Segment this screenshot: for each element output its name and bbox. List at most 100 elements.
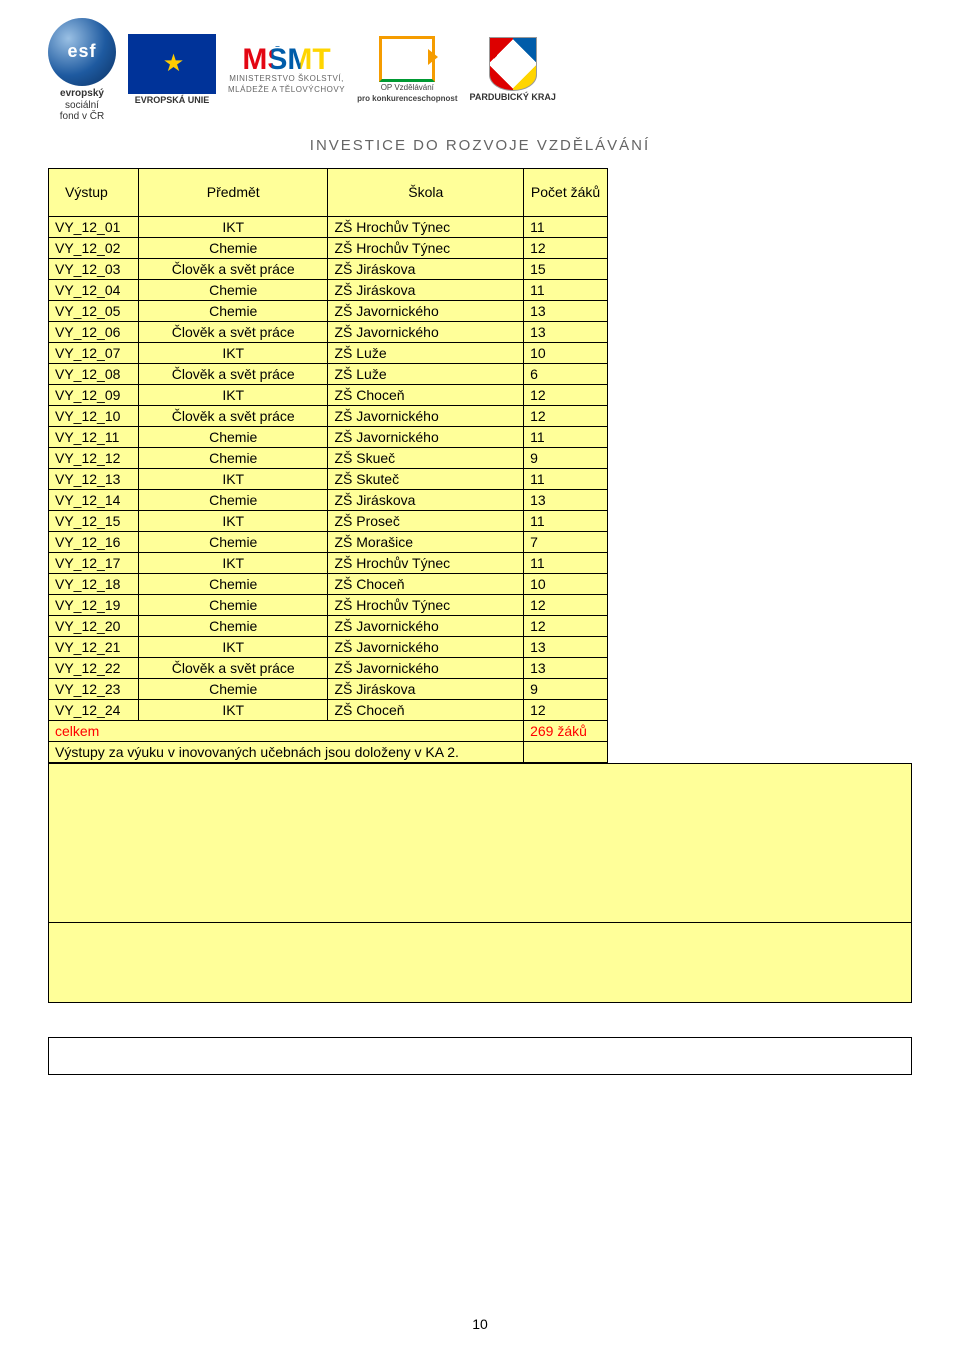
table-row: VY_12_22Člověk a svět práceZŠ Javornické… <box>49 657 608 678</box>
table-row: VY_12_05ChemieZŠ Javornického13 <box>49 300 608 321</box>
total-row: celkem 269 žáků <box>49 720 608 741</box>
cell-output: VY_12_09 <box>49 384 139 405</box>
cell-subject: Chemie <box>138 426 328 447</box>
cell-school: ZŠ Javornického <box>328 657 524 678</box>
cell-count: 10 <box>524 342 608 363</box>
note-text: Výstupy za výuku v inovovaných učebnách … <box>49 741 524 762</box>
cell-count: 11 <box>524 468 608 489</box>
table-row: VY_12_23ChemieZŠ Jiráskova9 <box>49 678 608 699</box>
cell-subject: IKT <box>138 468 328 489</box>
table-row: VY_12_16ChemieZŠ Morašice7 <box>49 531 608 552</box>
table-row: VY_12_20ChemieZŠ Javornického12 <box>49 615 608 636</box>
table-row: VY_12_18ChemieZŠ Choceň10 <box>49 573 608 594</box>
cell-school: ZŠ Javornického <box>328 300 524 321</box>
cell-school: ZŠ Javornického <box>328 636 524 657</box>
eu-flag-icon: ★ <box>128 34 216 94</box>
cell-output: VY_12_18 <box>49 573 139 594</box>
cell-subject: IKT <box>138 510 328 531</box>
table-row: VY_12_15IKTZŠ Proseč11 <box>49 510 608 531</box>
esf-caption: evropský sociální fond v ČR <box>60 88 104 123</box>
table-row: VY_12_19ChemieZŠ Hrochův Týnec12 <box>49 594 608 615</box>
cell-count: 11 <box>524 510 608 531</box>
cell-output: VY_12_12 <box>49 447 139 468</box>
cell-count: 12 <box>524 594 608 615</box>
cell-school: ZŠ Javornického <box>328 615 524 636</box>
cell-output: VY_12_08 <box>49 363 139 384</box>
cell-output: VY_12_10 <box>49 405 139 426</box>
col-school: Škola <box>328 168 524 216</box>
table-row: VY_12_08Člověk a svět práceZŠ Luže6 <box>49 363 608 384</box>
cell-school: ZŠ Luže <box>328 363 524 384</box>
cell-count: 9 <box>524 678 608 699</box>
cell-count: 12 <box>524 405 608 426</box>
esf-line3: fond v ČR <box>60 111 104 122</box>
cell-count: 9 <box>524 447 608 468</box>
cell-subject: Chemie <box>138 573 328 594</box>
table-row: VY_12_11ChemieZŠ Javornického11 <box>49 426 608 447</box>
col-output: Výstup <box>49 168 139 216</box>
opvk-line2: pro konkurenceschopnost <box>357 95 457 104</box>
cell-school: ZŠ Hrochův Týnec <box>328 552 524 573</box>
cell-school: ZŠ Javornického <box>328 405 524 426</box>
cell-count: 13 <box>524 657 608 678</box>
cell-subject: Člověk a svět práce <box>138 258 328 279</box>
cell-output: VY_12_01 <box>49 216 139 237</box>
table-row: VY_12_02ChemieZŠ Hrochův Týnec12 <box>49 237 608 258</box>
cell-output: VY_12_14 <box>49 489 139 510</box>
cell-subject: Chemie <box>138 489 328 510</box>
cell-count: 12 <box>524 615 608 636</box>
logo-esf: esf evropský sociální fond v ČR <box>48 18 116 123</box>
table-row: VY_12_09IKTZŠ Choceň12 <box>49 384 608 405</box>
logo-eu: ★ EVROPSKÁ UNIE <box>128 34 216 106</box>
total-value: 269 žáků <box>524 720 608 741</box>
cell-output: VY_12_07 <box>49 342 139 363</box>
cell-school: ZŠ Jiráskova <box>328 489 524 510</box>
cell-school: ZŠ Javornického <box>328 321 524 342</box>
yellow-panel-1 <box>48 763 912 923</box>
cell-count: 11 <box>524 216 608 237</box>
cell-subject: Chemie <box>138 615 328 636</box>
cell-count: 13 <box>524 321 608 342</box>
col-count: Počet žáků <box>524 168 608 216</box>
cell-output: VY_12_20 <box>49 615 139 636</box>
cell-subject: Člověk a svět práce <box>138 405 328 426</box>
msmt-line2: MLÁDEŽE A TĚLOVÝCHOVY <box>228 86 345 95</box>
cell-school: ZŠ Hrochův Týnec <box>328 216 524 237</box>
cell-count: 7 <box>524 531 608 552</box>
col-subject: Předmět <box>138 168 328 216</box>
cell-output: VY_12_03 <box>49 258 139 279</box>
cell-output: VY_12_19 <box>49 594 139 615</box>
cell-subject: Chemie <box>138 678 328 699</box>
cell-count: 6 <box>524 363 608 384</box>
cell-subject: Člověk a svět práce <box>138 657 328 678</box>
cell-school: ZŠ Skueč <box>328 447 524 468</box>
cell-subject: IKT <box>138 636 328 657</box>
cell-count: 13 <box>524 300 608 321</box>
cell-output: VY_12_11 <box>49 426 139 447</box>
yellow-panel-2 <box>48 923 912 1003</box>
total-label: celkem <box>49 720 524 741</box>
cell-output: VY_12_15 <box>49 510 139 531</box>
eu-label: EVROPSKÁ UNIE <box>135 96 210 106</box>
esf-icon: esf <box>48 18 116 86</box>
cell-count: 12 <box>524 384 608 405</box>
cell-count: 13 <box>524 489 608 510</box>
table-row: VY_12_03Člověk a svět práceZŠ Jiráskova1… <box>49 258 608 279</box>
cell-output: VY_12_21 <box>49 636 139 657</box>
cell-output: VY_12_22 <box>49 657 139 678</box>
logo-opvk: OP Vzdělávání pro konkurenceschopnost <box>357 36 457 104</box>
cell-count: 11 <box>524 279 608 300</box>
cell-output: VY_12_24 <box>49 699 139 720</box>
cell-school: ZŠ Choceň <box>328 573 524 594</box>
opvk-icon <box>379 36 435 82</box>
data-table-container: Výstup Předmět Škola Počet žáků VY_12_01… <box>48 168 608 763</box>
cell-subject: Chemie <box>138 300 328 321</box>
esf-line2: sociální <box>65 100 99 111</box>
data-table: Výstup Předmět Škola Počet žáků VY_12_01… <box>48 168 608 763</box>
table-row: VY_12_12ChemieZŠ Skueč9 <box>49 447 608 468</box>
cell-school: ZŠ Choceň <box>328 384 524 405</box>
cell-output: VY_12_06 <box>49 321 139 342</box>
table-row: VY_12_10Člověk a svět práceZŠ Javornické… <box>49 405 608 426</box>
cell-output: VY_12_04 <box>49 279 139 300</box>
opvk-line1: OP Vzdělávání <box>381 84 434 93</box>
